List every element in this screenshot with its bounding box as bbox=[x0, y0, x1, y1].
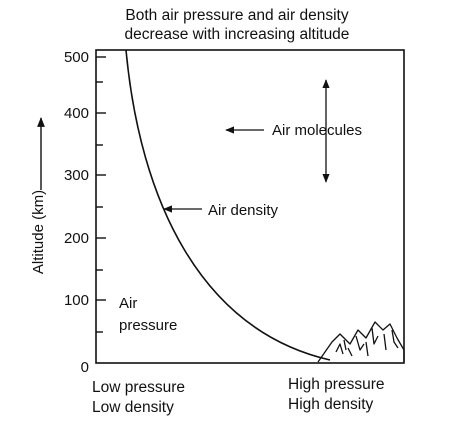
y-axis-label: Altitude (km) bbox=[30, 190, 47, 274]
title-line-1: Both air pressure and air density bbox=[125, 7, 349, 24]
tick-label-400: 400 bbox=[64, 105, 89, 122]
high-pressure-label: High pressure bbox=[288, 376, 385, 393]
air-density-label: Air density bbox=[208, 202, 279, 219]
mountain-icon bbox=[317, 321, 405, 363]
low-pressure-label: Low pressure bbox=[92, 379, 186, 396]
tick-label-200: 200 bbox=[64, 230, 89, 247]
high-label: High pressure High density bbox=[288, 375, 385, 415]
tick-label-300: 300 bbox=[64, 167, 89, 184]
title-line-2: decrease with increasing altitude bbox=[124, 26, 350, 43]
air-molecules-label: Air molecules bbox=[272, 122, 362, 139]
tick-label-100: 100 bbox=[64, 292, 89, 309]
diagram-title: Both air pressure and air density decrea… bbox=[0, 6, 474, 44]
low-label: Low pressure Low density bbox=[92, 378, 185, 418]
air-pressure-label-line-1: Air bbox=[119, 295, 137, 312]
air-pressure-label-line-2: pressure bbox=[119, 317, 177, 334]
tick-label-500: 500 bbox=[64, 49, 89, 66]
density-curve bbox=[125, 49, 331, 361]
y-axis-ticks bbox=[96, 56, 106, 333]
high-density-label: High density bbox=[288, 396, 374, 413]
low-density-label: Low density bbox=[92, 399, 174, 416]
tick-label-0: 0 bbox=[81, 359, 89, 376]
